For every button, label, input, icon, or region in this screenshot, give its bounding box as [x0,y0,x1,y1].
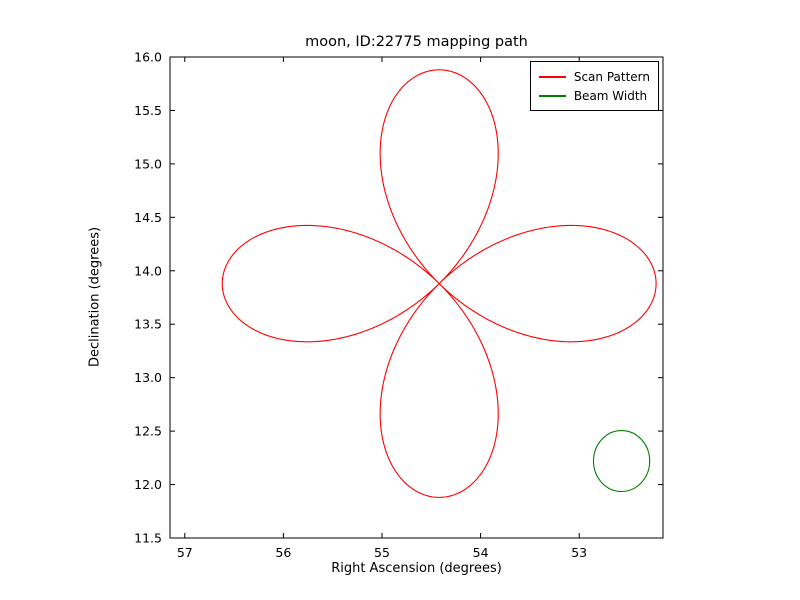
scan-pattern-curve [221,69,657,498]
plot-frame [169,56,664,539]
y-tick-label: 13.5 [134,317,162,332]
legend-entry-scan-pattern: Scan Pattern [538,67,650,86]
x-tick-label: 53 [571,545,587,560]
legend-label-beam-width: Beam Width [573,88,648,103]
y-tick-label: 15.0 [134,156,162,171]
beam-width-line-swatch [538,94,566,97]
x-tick-label: 55 [374,545,390,560]
y-tick-label: 16.0 [134,50,162,65]
legend-entry-beam-width: Beam Width [538,86,650,105]
y-tick-label: 14.5 [134,210,162,225]
y-tick-label: 12.5 [134,424,162,439]
x-tick-label: 54 [473,545,489,560]
y-tick-label: 13.0 [134,370,162,385]
x-tick-label: 56 [275,545,291,560]
beam-width-circle [592,430,651,493]
y-tick-label: 11.5 [134,531,162,546]
scan-pattern-line-swatch [538,75,566,78]
y-tick-label: 12.0 [134,477,162,492]
legend-label-scan-pattern: Scan Pattern [573,69,650,84]
y-axis-label: Declination (degrees) [87,226,103,368]
chart-title: moon, ID:22775 mapping path [305,34,528,50]
x-axis-label: Right Ascension (degrees) [331,561,502,576]
x-tick-label: 57 [177,545,193,560]
legend: Scan Pattern Beam Width [529,61,659,111]
y-tick-label: 14.0 [134,263,162,278]
y-tick-label: 15.5 [134,103,162,118]
